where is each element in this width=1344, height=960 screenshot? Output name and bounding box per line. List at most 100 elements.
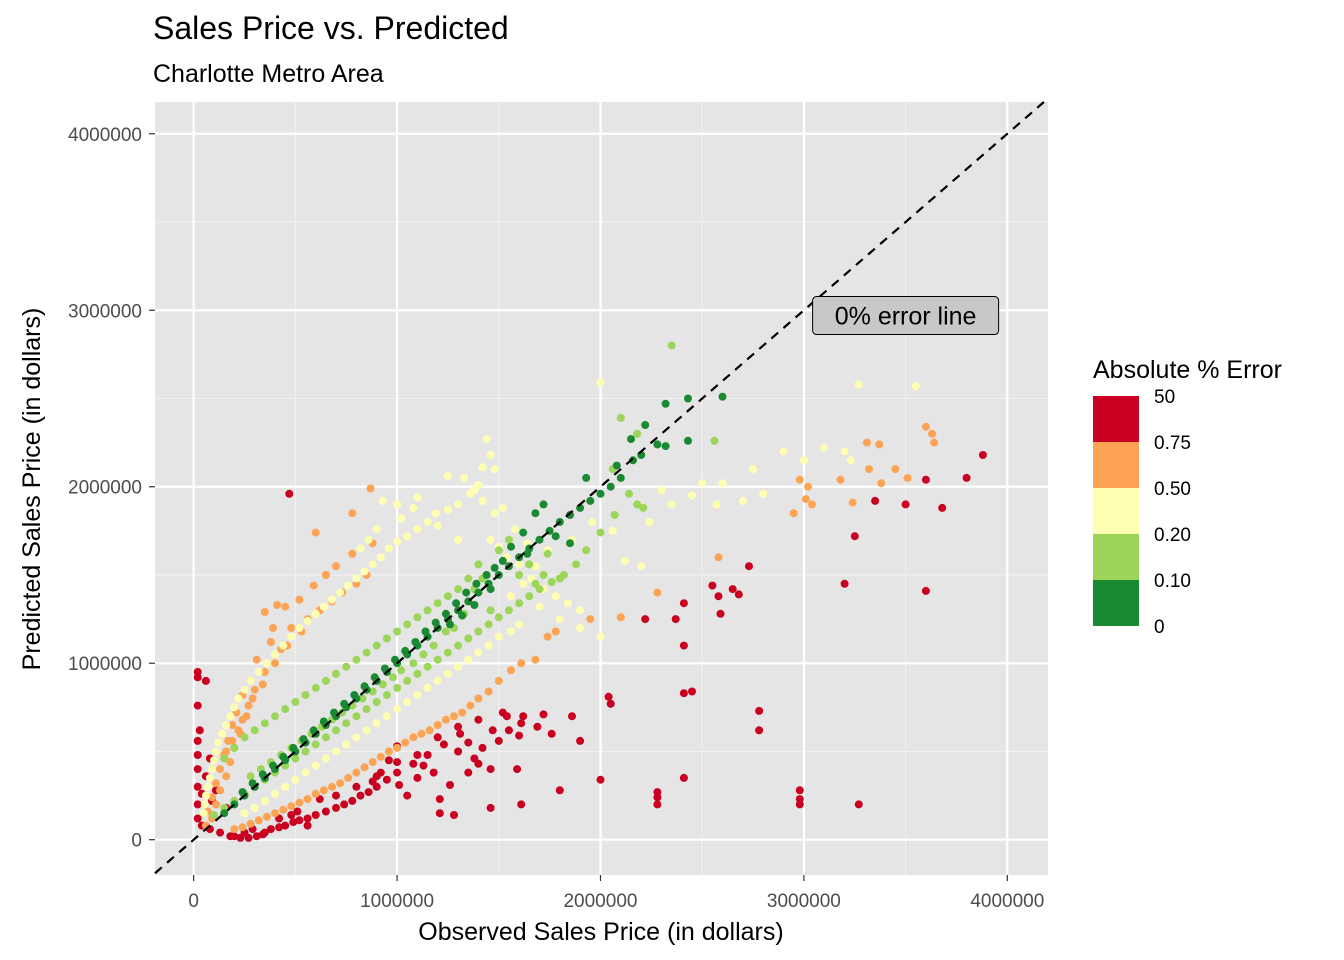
data-point — [504, 535, 513, 544]
data-point — [519, 712, 528, 721]
data-point — [193, 751, 202, 759]
data-point — [452, 599, 461, 608]
data-point — [576, 606, 585, 615]
data-point — [254, 668, 263, 676]
data-point — [525, 592, 534, 601]
data-point — [576, 623, 585, 632]
data-point — [212, 747, 220, 756]
legend-title: Absolute % Error — [1093, 356, 1282, 384]
data-point — [281, 602, 290, 611]
data-point — [281, 782, 290, 791]
data-point — [348, 549, 357, 558]
data-point — [260, 719, 269, 728]
data-point — [667, 341, 676, 350]
data-point — [470, 601, 479, 609]
data-point — [604, 692, 613, 701]
data-point — [393, 768, 402, 777]
data-point — [679, 641, 688, 650]
data-point — [443, 669, 452, 678]
data-point — [252, 832, 261, 841]
data-point — [250, 803, 259, 812]
legend-color-band — [1093, 534, 1139, 580]
data-point — [352, 768, 361, 777]
data-point — [486, 765, 495, 774]
data-point — [281, 821, 290, 830]
data-point — [616, 413, 625, 422]
data-point — [401, 738, 410, 747]
data-point — [840, 579, 849, 588]
data-point — [205, 773, 214, 782]
data-point — [653, 440, 662, 449]
data-point — [466, 701, 475, 710]
data-point — [850, 532, 859, 541]
data-point — [382, 634, 391, 643]
data-point — [431, 618, 440, 627]
data-point — [321, 754, 330, 763]
data-point — [749, 465, 757, 474]
data-point — [413, 493, 422, 502]
data-point — [486, 606, 495, 615]
data-point — [470, 486, 479, 495]
data-point — [423, 751, 432, 759]
data-point — [271, 809, 279, 818]
data-point — [271, 789, 279, 798]
data-point — [303, 616, 312, 625]
data-point — [216, 765, 225, 774]
data-point — [303, 821, 312, 830]
data-point — [214, 738, 223, 747]
data-point — [319, 717, 328, 726]
data-point — [384, 756, 393, 765]
data-point — [633, 429, 642, 438]
data-point — [454, 535, 463, 544]
data-point — [425, 726, 434, 735]
data-point — [403, 676, 412, 685]
data-point — [413, 773, 422, 782]
data-point — [498, 708, 507, 717]
data-point — [456, 729, 465, 738]
data-point — [382, 691, 391, 699]
chart-subtitle: Charlotte Metro Area — [153, 60, 384, 88]
data-point — [433, 733, 442, 742]
data-point — [450, 811, 458, 819]
data-point — [531, 509, 540, 518]
data-point — [258, 770, 267, 779]
data-point — [244, 701, 253, 710]
data-point — [238, 788, 247, 797]
data-point — [311, 789, 320, 798]
data-point — [269, 761, 277, 770]
legend-label: 0.50 — [1154, 479, 1191, 500]
data-point — [403, 620, 412, 629]
data-point — [671, 615, 680, 624]
data-point — [507, 627, 515, 636]
data-point — [795, 475, 804, 484]
data-point — [240, 685, 249, 694]
data-point — [435, 809, 444, 818]
data-point — [332, 747, 340, 756]
data-point — [494, 632, 503, 641]
data-point — [193, 701, 202, 710]
data-point — [295, 623, 304, 632]
data-point — [332, 791, 340, 800]
data-point — [498, 556, 507, 565]
data-point — [543, 632, 552, 641]
zero-error-reference-line — [154, 101, 1045, 875]
data-point — [342, 719, 351, 728]
data-point — [299, 735, 308, 744]
data-point — [441, 715, 450, 724]
data-point — [220, 754, 229, 763]
data-point — [728, 585, 737, 594]
data-point — [454, 641, 463, 650]
data-point — [311, 683, 320, 692]
data-point — [539, 500, 548, 509]
data-point — [321, 571, 330, 579]
data-point — [240, 809, 249, 818]
data-point — [279, 805, 288, 814]
data-point — [321, 676, 330, 685]
data-point — [962, 473, 971, 482]
data-point — [200, 800, 209, 809]
data-point — [281, 705, 290, 714]
data-point — [287, 623, 296, 632]
data-point — [759, 489, 768, 498]
data-point — [596, 528, 605, 537]
data-point — [582, 546, 591, 555]
